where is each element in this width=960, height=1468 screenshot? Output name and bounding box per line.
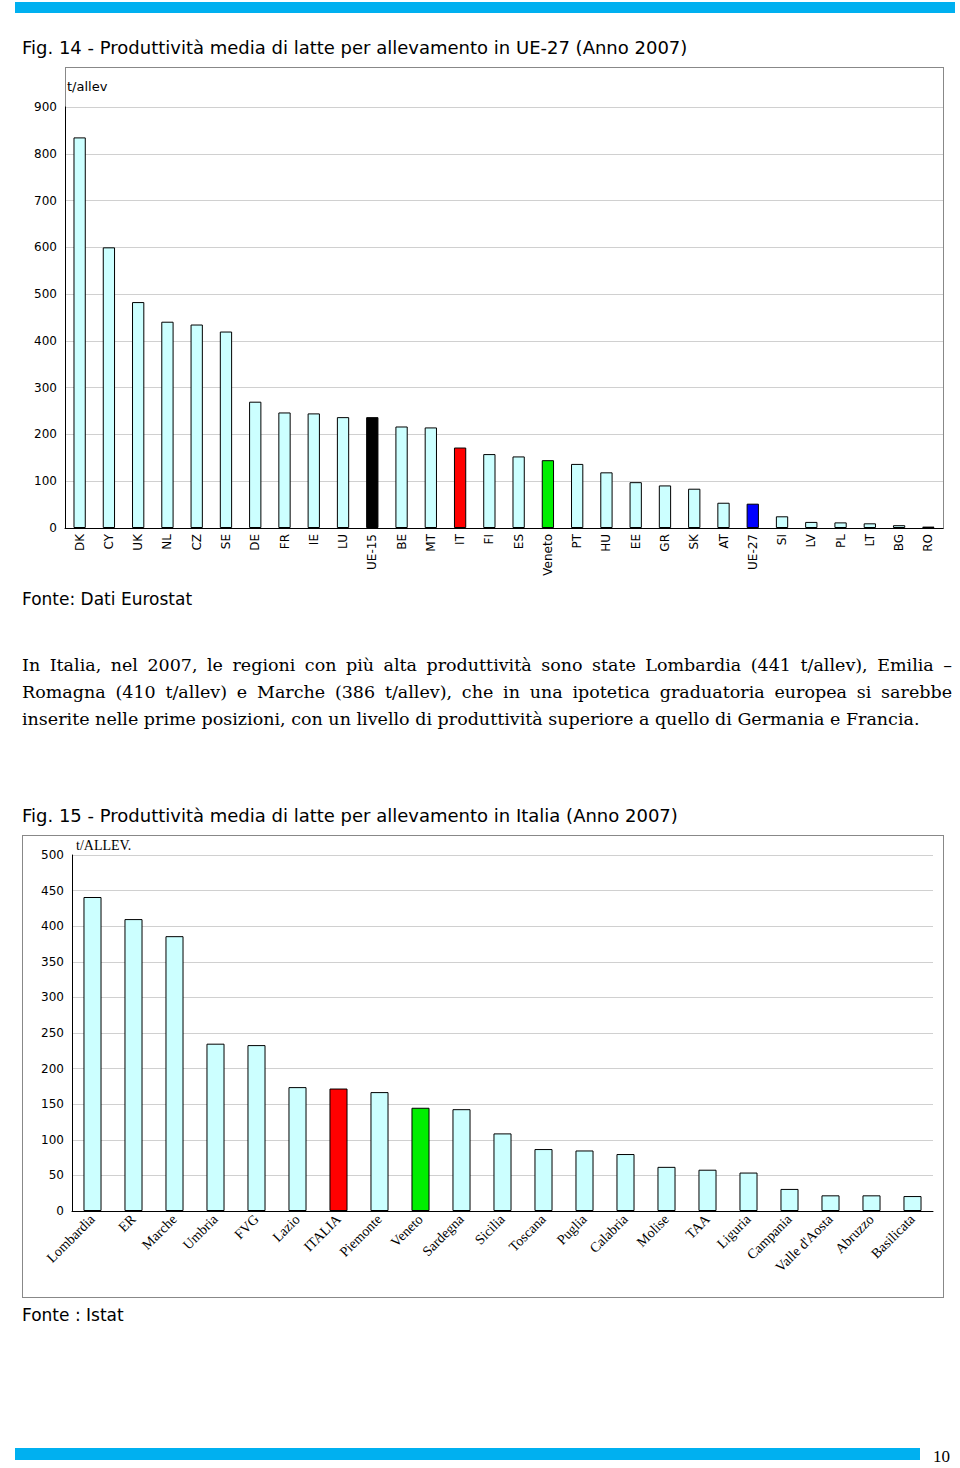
svg-text:FVG: FVG [231,1212,261,1242]
svg-text:500: 500 [34,287,57,301]
svg-text:400: 400 [41,919,64,933]
svg-text:0: 0 [49,521,57,535]
html-text:Fig. 14 - Produttività media d: Fig. 14 - Produttività media di latte pe… [22,37,688,58]
svg-text:Piemonte: Piemonte [337,1212,385,1260]
svg-text:ITALIA: ITALIA [301,1211,344,1255]
svg-text:Veneto: Veneto [541,534,555,576]
svg-text:HU: HU [599,534,613,552]
svg-text:Toscana: Toscana [506,1211,549,1254]
html-text:Fonte: Dati Eurostat: Fonte: Dati Eurostat [22,589,192,609]
svg-text:ES: ES [512,534,526,549]
svg-text:t/allev: t/allev [67,79,108,94]
svg-text:700: 700 [34,194,57,208]
svg-text:Liguria: Liguria [714,1211,754,1251]
svg-text:LV: LV [804,533,818,547]
svg-text:300: 300 [41,990,64,1004]
svg-text:Lombardia: Lombardia [44,1211,99,1266]
svg-text:RO: RO [921,534,935,552]
svg-text:300: 300 [34,381,57,395]
svg-text:DK: DK [73,533,87,551]
svg-text:Calabria: Calabria [587,1211,632,1256]
svg-text:LT: LT [863,533,877,546]
svg-text:350: 350 [41,955,64,969]
svg-text:UE-27: UE-27 [746,534,760,570]
svg-text:400: 400 [34,334,57,348]
svg-text:150: 150 [41,1097,64,1111]
svg-text:Molise: Molise [634,1212,672,1250]
html-text:Fonte : Istat: Fonte : Istat [22,1305,124,1325]
html-text:In Italia, nel 2007, le region: In Italia, nel 2007, le regioni con più … [22,655,952,729]
svg-text:SE: SE [219,534,233,549]
svg-text:IT: IT [453,533,467,545]
svg-text:Umbria: Umbria [180,1211,221,1252]
svg-text:Sardegna: Sardegna [419,1211,467,1259]
svg-text:IE: IE [307,534,321,545]
html-text:Fig. 15 - Produttività media d: Fig. 15 - Produttività media di latte pe… [22,805,678,826]
svg-text:800: 800 [34,147,57,161]
svg-text:Basilicata: Basilicata [868,1211,918,1261]
svg-text:Puglia: Puglia [554,1211,590,1247]
svg-text:MT: MT [424,533,438,551]
svg-text:EE: EE [629,534,643,549]
html-text:10: 10 [933,1447,950,1466]
svg-text:DE: DE [248,534,262,551]
svg-text:600: 600 [34,240,57,254]
svg-text:Lazio: Lazio [270,1212,303,1245]
svg-text:0: 0 [56,1204,64,1218]
svg-text:t/ALLEV.: t/ALLEV. [76,838,131,853]
svg-text:FI: FI [482,534,496,544]
svg-text:LU: LU [336,534,350,549]
svg-text:450: 450 [41,884,64,898]
svg-text:PL: PL [834,534,848,548]
svg-text:200: 200 [34,427,57,441]
svg-text:BG: BG [892,534,906,551]
svg-text:200: 200 [41,1062,64,1076]
svg-text:250: 250 [41,1026,64,1040]
svg-text:FR: FR [278,534,292,549]
svg-text:50: 50 [49,1168,64,1182]
svg-text:900: 900 [34,100,57,114]
svg-text:Valle d'Aosta: Valle d'Aosta [773,1211,837,1275]
svg-text:TAA: TAA [683,1212,713,1242]
svg-text:Marche: Marche [139,1212,180,1253]
svg-text:UE-15: UE-15 [365,534,379,570]
svg-text:100: 100 [41,1133,64,1147]
svg-text:Abruzzo: Abruzzo [832,1211,877,1257]
svg-text:BE: BE [395,534,409,550]
svg-text:ER: ER [116,1211,140,1235]
svg-text:CY: CY [102,533,116,549]
svg-text:UK: UK [131,533,145,551]
svg-text:CZ: CZ [190,534,204,551]
svg-text:Campania: Campania [744,1211,795,1263]
svg-text:NL: NL [160,534,174,550]
svg-text:AT: AT [717,533,731,548]
svg-text:Veneto: Veneto [388,1212,426,1250]
svg-text:SI: SI [775,534,789,545]
svg-text:100: 100 [34,474,57,488]
svg-text:SK: SK [687,533,701,550]
svg-text:Sicilia: Sicilia [472,1211,508,1247]
svg-text:PT: PT [570,533,584,548]
svg-text:GR: GR [658,534,672,552]
svg-text:500: 500 [41,848,64,862]
